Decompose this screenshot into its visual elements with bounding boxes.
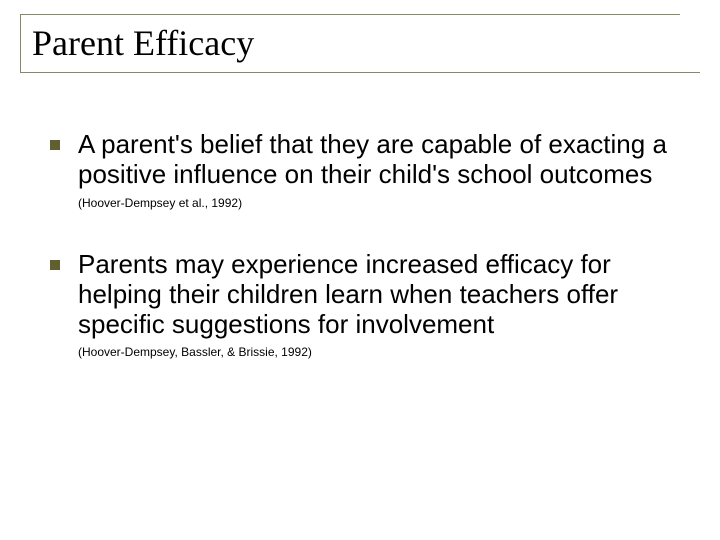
slide-title: Parent Efficacy <box>32 22 254 64</box>
bullet-text: Parents may experience increased efficac… <box>78 250 670 340</box>
slide-body: A parent's belief that they are capable … <box>50 130 670 399</box>
title-rule-left <box>20 14 21 72</box>
bullet-item: A parent's belief that they are capable … <box>50 130 670 190</box>
slide: Parent Efficacy A parent's belief that t… <box>0 0 720 540</box>
bullet-item: Parents may experience increased efficac… <box>50 250 670 340</box>
citation-text: (Hoover-Dempsey et al., 1992) <box>78 196 670 210</box>
bullet-text: A parent's belief that they are capable … <box>78 130 670 190</box>
square-bullet-icon <box>50 260 60 270</box>
title-rule-top <box>20 14 680 15</box>
citation-text: (Hoover-Dempsey, Bassler, & Brissie, 199… <box>78 345 670 359</box>
square-bullet-icon <box>50 140 60 150</box>
title-rule-bottom <box>20 72 700 73</box>
